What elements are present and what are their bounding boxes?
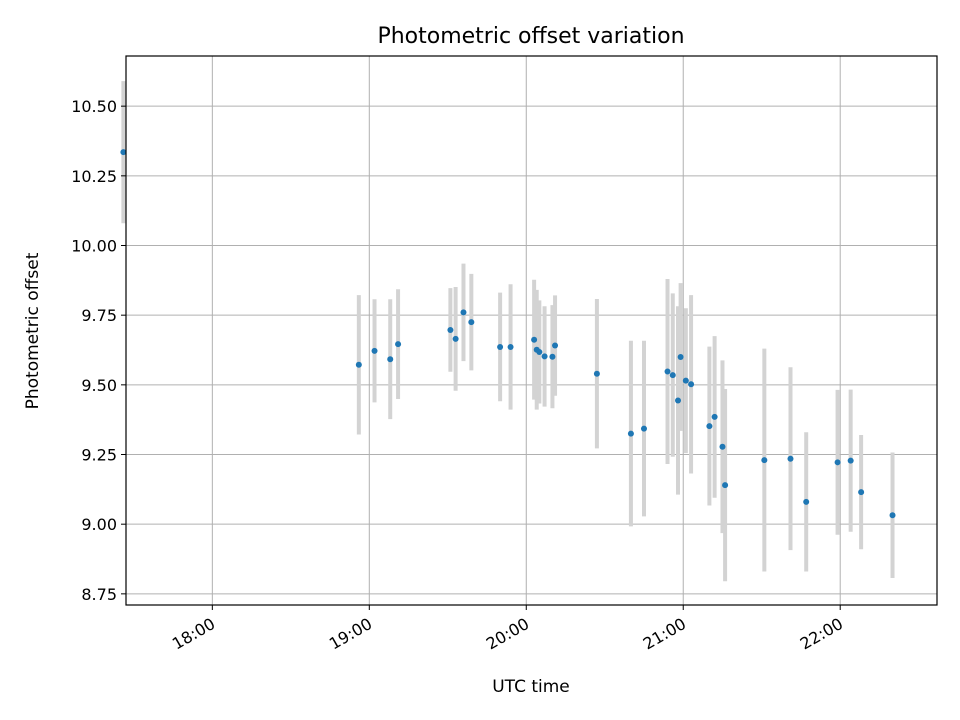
data-point — [664, 368, 671, 375]
data-point — [497, 343, 504, 350]
data-point — [355, 361, 362, 368]
data-point — [531, 336, 538, 343]
y-tick-label: 9.00 — [81, 515, 117, 534]
data-point — [387, 356, 394, 363]
grid — [126, 56, 937, 605]
data-point — [706, 423, 713, 430]
data-point — [120, 149, 127, 156]
data-point — [803, 498, 810, 505]
data-point — [834, 459, 841, 466]
y-tick-label: 9.25 — [81, 446, 117, 465]
y-tick-label: 10.25 — [71, 167, 117, 186]
plot-frame — [125, 55, 938, 606]
data-point — [669, 372, 676, 379]
data-point — [761, 457, 768, 464]
x-axis-label: UTC time — [492, 677, 570, 697]
data-point — [847, 457, 854, 464]
data-point — [507, 343, 514, 350]
y-tick-label: 10.50 — [71, 97, 117, 116]
y-tick-label: 9.50 — [81, 376, 117, 395]
data-point — [549, 353, 556, 360]
data-point — [858, 489, 865, 496]
data-point — [468, 319, 475, 326]
data-point — [627, 430, 634, 437]
data-point — [447, 326, 454, 333]
data-point — [889, 512, 896, 519]
data-point — [460, 309, 467, 316]
data-point — [719, 443, 726, 450]
data-point — [395, 341, 402, 348]
data-point — [371, 347, 378, 354]
data-point — [552, 342, 559, 349]
data-points — [120, 149, 896, 519]
data-point — [675, 397, 682, 404]
data-point — [787, 455, 794, 462]
y-tick-label: 8.75 — [81, 585, 117, 604]
y-tick-label: 10.00 — [71, 237, 117, 256]
data-point — [536, 348, 543, 355]
y-tick-label: 9.75 — [81, 306, 117, 325]
data-point — [677, 353, 684, 360]
data-point — [688, 381, 695, 388]
data-point — [640, 425, 647, 432]
data-point — [711, 413, 718, 420]
data-point — [593, 370, 600, 377]
data-point — [682, 377, 689, 384]
y-axis-ticks: 8.75 9.00 9.25 9.50 9.75 10.00 10.25 10.50 — [71, 97, 126, 604]
data-point — [541, 353, 548, 360]
data-point — [452, 335, 459, 342]
chart-title: Photometric offset variation — [377, 24, 684, 49]
data-point — [722, 482, 729, 489]
y-axis-label: Photometric offset — [23, 252, 43, 409]
